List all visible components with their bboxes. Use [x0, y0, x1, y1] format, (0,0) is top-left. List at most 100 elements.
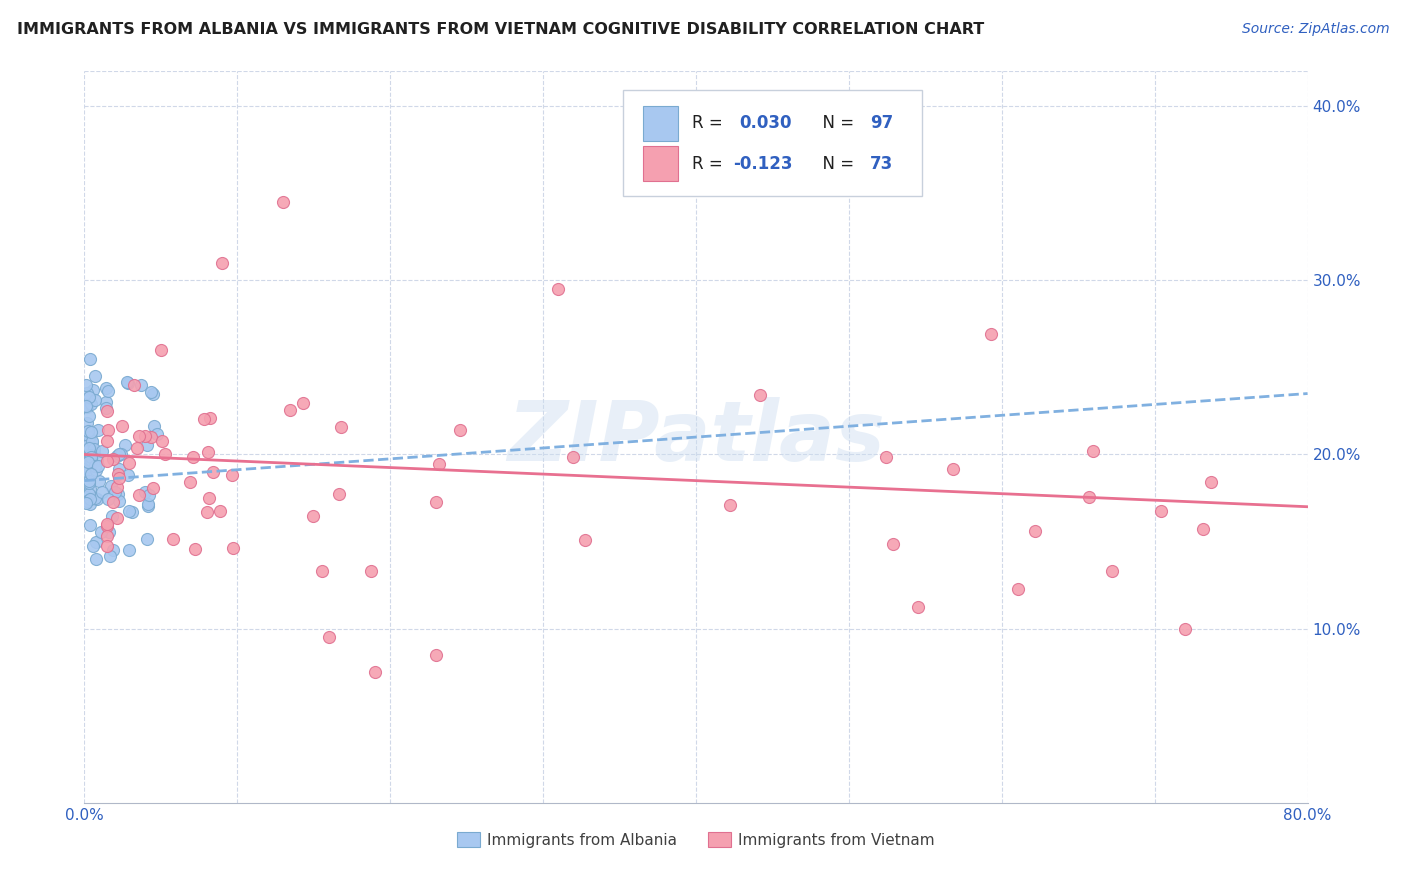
- Point: [97, 384, 120, 398]
- Point: [84, 463, 107, 477]
- Point: [96, 519, 118, 533]
- Point: [221, 468, 243, 483]
- Point: [86, 453, 108, 467]
- Point: [86, 491, 108, 506]
- Point: [76, 441, 98, 455]
- Point: [118, 543, 141, 558]
- Point: [96, 517, 118, 532]
- Point: [80, 457, 103, 471]
- Point: [142, 419, 165, 434]
- Point: [184, 541, 207, 556]
- Point: [90, 485, 112, 500]
- Point: [208, 504, 231, 518]
- Point: [83, 446, 105, 460]
- Point: [105, 511, 128, 525]
- Point: [75, 378, 97, 392]
- Point: [103, 452, 125, 467]
- Point: [107, 461, 129, 475]
- Point: [96, 529, 118, 543]
- Point: [122, 378, 145, 392]
- Point: [311, 564, 333, 578]
- Point: [718, 498, 741, 512]
- Point: [136, 532, 159, 546]
- Point: [547, 282, 569, 296]
- Point: [108, 447, 131, 461]
- Text: 73: 73: [870, 154, 893, 172]
- Point: [128, 429, 150, 443]
- Point: [87, 423, 110, 437]
- Point: [96, 401, 118, 416]
- Point: [83, 491, 105, 505]
- Point: [562, 450, 585, 464]
- FancyBboxPatch shape: [644, 106, 678, 141]
- Point: [179, 475, 201, 489]
- Point: [96, 454, 118, 468]
- Point: [142, 386, 165, 401]
- Point: [84, 552, 107, 566]
- Point: [98, 549, 121, 563]
- Point: [80, 467, 103, 481]
- Point: [146, 426, 169, 441]
- Point: [138, 500, 160, 514]
- Point: [1007, 582, 1029, 596]
- Point: [75, 443, 97, 458]
- Point: [76, 451, 98, 466]
- Point: [83, 459, 105, 474]
- Point: [96, 434, 118, 448]
- Point: [427, 457, 450, 471]
- Point: [75, 442, 97, 456]
- Point: [77, 441, 100, 455]
- Point: [84, 534, 107, 549]
- Point: [96, 539, 118, 553]
- Point: [425, 494, 447, 508]
- Point: [127, 441, 149, 455]
- Point: [76, 493, 98, 508]
- Text: R =: R =: [692, 154, 728, 172]
- Point: [271, 194, 294, 209]
- Point: [75, 399, 97, 413]
- Point: [107, 467, 129, 481]
- Point: [108, 494, 131, 508]
- Point: [197, 445, 219, 459]
- Point: [105, 480, 128, 494]
- FancyBboxPatch shape: [644, 146, 678, 181]
- Point: [104, 484, 127, 499]
- Point: [318, 631, 340, 645]
- Text: -0.123: -0.123: [733, 154, 792, 172]
- Point: [75, 439, 97, 453]
- Point: [134, 429, 156, 443]
- Point: [80, 452, 103, 467]
- Point: [110, 447, 132, 461]
- Point: [82, 539, 104, 553]
- Point: [77, 475, 100, 490]
- Point: [748, 388, 770, 402]
- Text: N =: N =: [813, 114, 859, 132]
- Point: [76, 400, 98, 414]
- Point: [118, 456, 141, 470]
- Point: [80, 425, 103, 439]
- Point: [76, 416, 98, 430]
- Point: [181, 450, 204, 465]
- Point: [198, 491, 221, 505]
- Point: [136, 437, 159, 451]
- Point: [211, 256, 233, 270]
- Point: [97, 491, 120, 506]
- Point: [115, 375, 138, 389]
- Point: [79, 409, 101, 424]
- Point: [77, 430, 100, 444]
- Point: [100, 479, 122, 493]
- Point: [138, 488, 160, 502]
- Point: [77, 434, 100, 449]
- Point: [75, 464, 97, 478]
- Point: [139, 385, 162, 400]
- Point: [82, 434, 104, 448]
- Point: [1081, 444, 1104, 458]
- Text: 0.030: 0.030: [738, 114, 792, 132]
- Point: [425, 648, 447, 662]
- Point: [302, 509, 325, 524]
- Point: [201, 465, 224, 479]
- Text: Source: ZipAtlas.com: Source: ZipAtlas.com: [1241, 22, 1389, 37]
- Point: [364, 665, 387, 680]
- Point: [101, 508, 124, 523]
- Point: [574, 533, 596, 547]
